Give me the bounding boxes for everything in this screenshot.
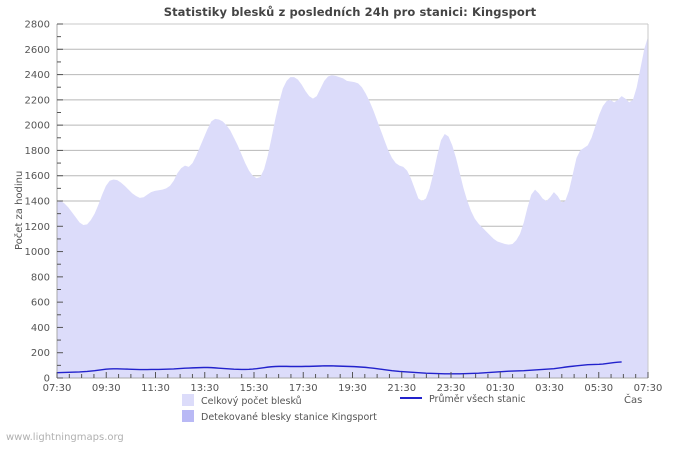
- y-axis-title: Počet za hodinu: [14, 170, 25, 250]
- y-axis-tick-label: 1800: [25, 146, 50, 157]
- line-series-average-all-stations: [56, 361, 622, 375]
- y-axis-tick-label: 0: [44, 374, 50, 385]
- legend-line-average: [400, 397, 422, 399]
- legend-label-total: Celkový počet blesků: [201, 396, 302, 407]
- x-axis-tick-label: 19:30: [338, 383, 367, 392]
- y-axis-tick-label: 800: [31, 272, 50, 283]
- legend-item-station-detected[interactable]: Detekované blesky stanice Kingsport: [182, 410, 377, 423]
- x-axis-tick-label: 15:30: [240, 383, 269, 392]
- y-axis-tick-label: 1600: [25, 171, 50, 182]
- y-axis-tick-label: 200: [31, 348, 50, 359]
- x-axis-tick-label: 17:30: [289, 383, 318, 392]
- y-axis-tick-label: 2000: [25, 121, 50, 132]
- y-axis-tick-label: 2200: [25, 95, 50, 106]
- page-title: Statistiky blesků z posledních 24h pro s…: [163, 5, 537, 19]
- y-axis-tick-label: 1000: [25, 247, 50, 258]
- legend-label-station: Detekované blesky stanice Kingsport: [201, 412, 377, 423]
- chart-legend: Celkový počet blesků Detekované blesky s…: [0, 392, 700, 428]
- x-axis-tick-label: 07:30: [634, 383, 663, 392]
- y-axis-tick-label: 2600: [25, 45, 50, 56]
- legend-item-average-all-stations[interactable]: Průměr všech stanic: [400, 394, 526, 405]
- x-axis-tick-label: 03:30: [535, 383, 564, 392]
- y-axis-tick-label: 400: [31, 323, 50, 334]
- x-axis-tick-label: 05:30: [584, 383, 613, 392]
- chart-plot-area: 0 200 400 600 800 1000 1200 1400 1600 1800 2000 220…: [25, 20, 663, 393]
- x-axis-tick-label: 13:30: [190, 383, 219, 392]
- legend-label-average: Průměr všech stanic: [429, 394, 526, 405]
- y-axis-tick-label: 600: [31, 298, 50, 309]
- x-axis-tick-label: 23:30: [437, 383, 466, 392]
- legend-item-total-lightning[interactable]: Celkový počet blesků: [182, 394, 302, 407]
- y-axis-tick-label: 1400: [25, 197, 50, 208]
- y-axis-tick-label: 1200: [25, 222, 50, 233]
- x-axis-tick-label: 07:30: [43, 383, 72, 392]
- legend-swatch-total: [182, 394, 194, 406]
- x-axis-tick-label: 09:30: [92, 383, 121, 392]
- x-axis-title: Čas: [624, 395, 643, 406]
- x-axis-tick-label: 11:30: [141, 383, 170, 392]
- x-axis-tick-label: 01:30: [486, 383, 515, 392]
- y-axis-tick-label: 2800: [25, 20, 50, 31]
- area-series-total-lightning: [57, 36, 648, 379]
- watermark: www.lightningmaps.org: [6, 432, 124, 443]
- y-axis-tick-label: 2400: [25, 70, 50, 81]
- x-axis-tick-label: 21:30: [387, 383, 416, 392]
- legend-swatch-station: [182, 410, 194, 422]
